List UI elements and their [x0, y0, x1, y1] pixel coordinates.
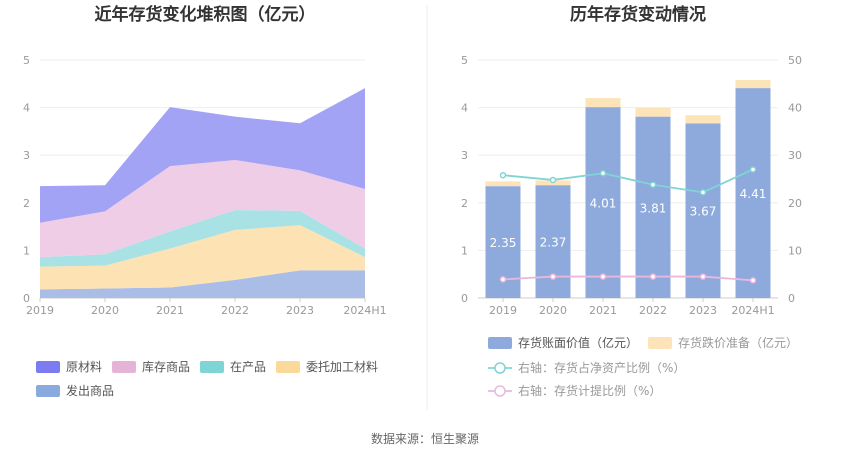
- right-x-tick-label: 2022: [639, 304, 667, 317]
- right-y-tick-label: 0: [461, 292, 468, 305]
- left-x-tick-label: 2020: [91, 304, 119, 317]
- line-point: [599, 273, 607, 280]
- bar-book-value: [685, 123, 721, 298]
- bar-book-value: [735, 88, 771, 298]
- right-y2-tick-label: 50: [788, 54, 802, 67]
- bar-data-label: 3.67: [690, 205, 717, 219]
- bar-impairment: [685, 115, 721, 124]
- right-chart-title: 历年存货变动情况: [570, 4, 706, 25]
- line-point: [749, 277, 757, 284]
- legend-swatch: [276, 361, 300, 373]
- bar-impairment: [635, 107, 671, 117]
- right-y-tick-label: 2: [461, 197, 468, 210]
- right-x-tick-label: 2021: [589, 304, 617, 317]
- line-point: [549, 176, 557, 184]
- bar-impairment: [585, 98, 621, 108]
- legend-label: 在产品: [230, 360, 266, 374]
- area-series-5: [40, 88, 365, 223]
- legend-line-marker: [494, 362, 506, 374]
- area-series-1: [40, 270, 365, 298]
- legend-swatch-book-value: [488, 337, 512, 349]
- legend-label-impairment: 存货跌价准备（亿元）: [678, 335, 798, 350]
- legend-swatch: [36, 385, 60, 397]
- bar-impairment: [485, 181, 521, 187]
- left-x-tick-label: 2021: [156, 304, 184, 317]
- right-y-tick-label: 4: [461, 102, 468, 115]
- right-y-tick-label: 3: [461, 149, 468, 162]
- bar-book-value: [635, 116, 671, 298]
- right-x-tick-label: 2024H1: [731, 304, 774, 317]
- line-point: [599, 170, 607, 177]
- left-y-tick-label: 3: [23, 149, 30, 162]
- left-y-tick-label: 5: [23, 54, 30, 67]
- legend-label: 发出商品: [66, 383, 114, 398]
- bar-data-label: 3.81: [640, 201, 667, 215]
- right-x-tick-label: 2023: [689, 304, 717, 317]
- right-x-tick-label: 2019: [489, 304, 517, 317]
- left-x-tick-label: 2022: [221, 304, 249, 317]
- legend-swatch: [200, 361, 224, 373]
- line-series-2: [502, 275, 754, 282]
- left-y-tick-label: 1: [23, 244, 30, 257]
- line-point: [649, 273, 657, 280]
- legend-label-book-value: 存货账面价值（亿元）: [518, 335, 638, 350]
- line-point: [499, 276, 507, 283]
- legend-swatch: [112, 361, 136, 373]
- legend-label: 原材料: [66, 360, 102, 374]
- line-point: [749, 166, 757, 173]
- line-point: [699, 273, 707, 280]
- line-point: [499, 171, 507, 179]
- left-x-tick-label: 2024H1: [343, 304, 386, 317]
- bar-book-value: [585, 107, 621, 299]
- legend-label: 库存商品: [142, 359, 190, 374]
- area-series-3: [40, 209, 365, 267]
- legend-label-line: 右轴：存货占净资产比例（%）: [518, 360, 685, 375]
- left-chart-title: 近年存货变化堆积图（亿元）: [95, 4, 316, 25]
- line-series-1: [502, 168, 754, 194]
- right-y2-tick-label: 30: [788, 149, 802, 162]
- left-y-tick-label: 4: [23, 102, 30, 115]
- right-legend: 存货账面价值（亿元） 存货跌价准备（亿元） 右轴：存货占净资产比例（%） 右轴：存货计…: [488, 335, 798, 398]
- legend-swatch: [36, 361, 60, 373]
- data-source-text: 数据来源：恒生聚源: [371, 431, 479, 446]
- left-stacked-area-chart: 0 1 2 3 4 5 2019 2020 2021 2022 2023 2024H1: [23, 54, 387, 317]
- right-y2-tick-label: 10: [788, 244, 802, 257]
- legend-label-line: 右轴：存货计提比例（%）: [518, 383, 661, 398]
- legend-line-marker: [494, 385, 506, 397]
- right-y-tick-label: 5: [461, 54, 468, 67]
- legend-label: 委托加工材料: [306, 360, 378, 374]
- right-y2-tick-label: 20: [788, 197, 802, 210]
- right-y2-tick-label: 0: [788, 292, 795, 305]
- legend-swatch-impairment: [648, 337, 672, 349]
- line-point: [549, 273, 557, 280]
- bar-data-label: 2.35: [490, 236, 517, 250]
- bar-impairment: [735, 79, 771, 89]
- left-x-tick-label: 2019: [26, 304, 54, 317]
- left-y-tick-label: 0: [23, 292, 30, 305]
- bar-data-label: 4.41: [740, 187, 767, 201]
- right-y-tick-label: 1: [461, 244, 468, 257]
- line-point: [649, 181, 657, 188]
- line-point: [699, 189, 707, 196]
- bar-data-label: 2.37: [540, 236, 567, 250]
- left-y-tick-label: 2: [23, 197, 30, 210]
- area-series-2: [40, 225, 365, 290]
- right-x-tick-label: 2020: [539, 304, 567, 317]
- area-series-4: [40, 159, 365, 258]
- left-x-tick-label: 2023: [286, 304, 314, 317]
- bar-data-label: 4.01: [590, 197, 617, 211]
- right-y2-tick-label: 40: [788, 102, 802, 115]
